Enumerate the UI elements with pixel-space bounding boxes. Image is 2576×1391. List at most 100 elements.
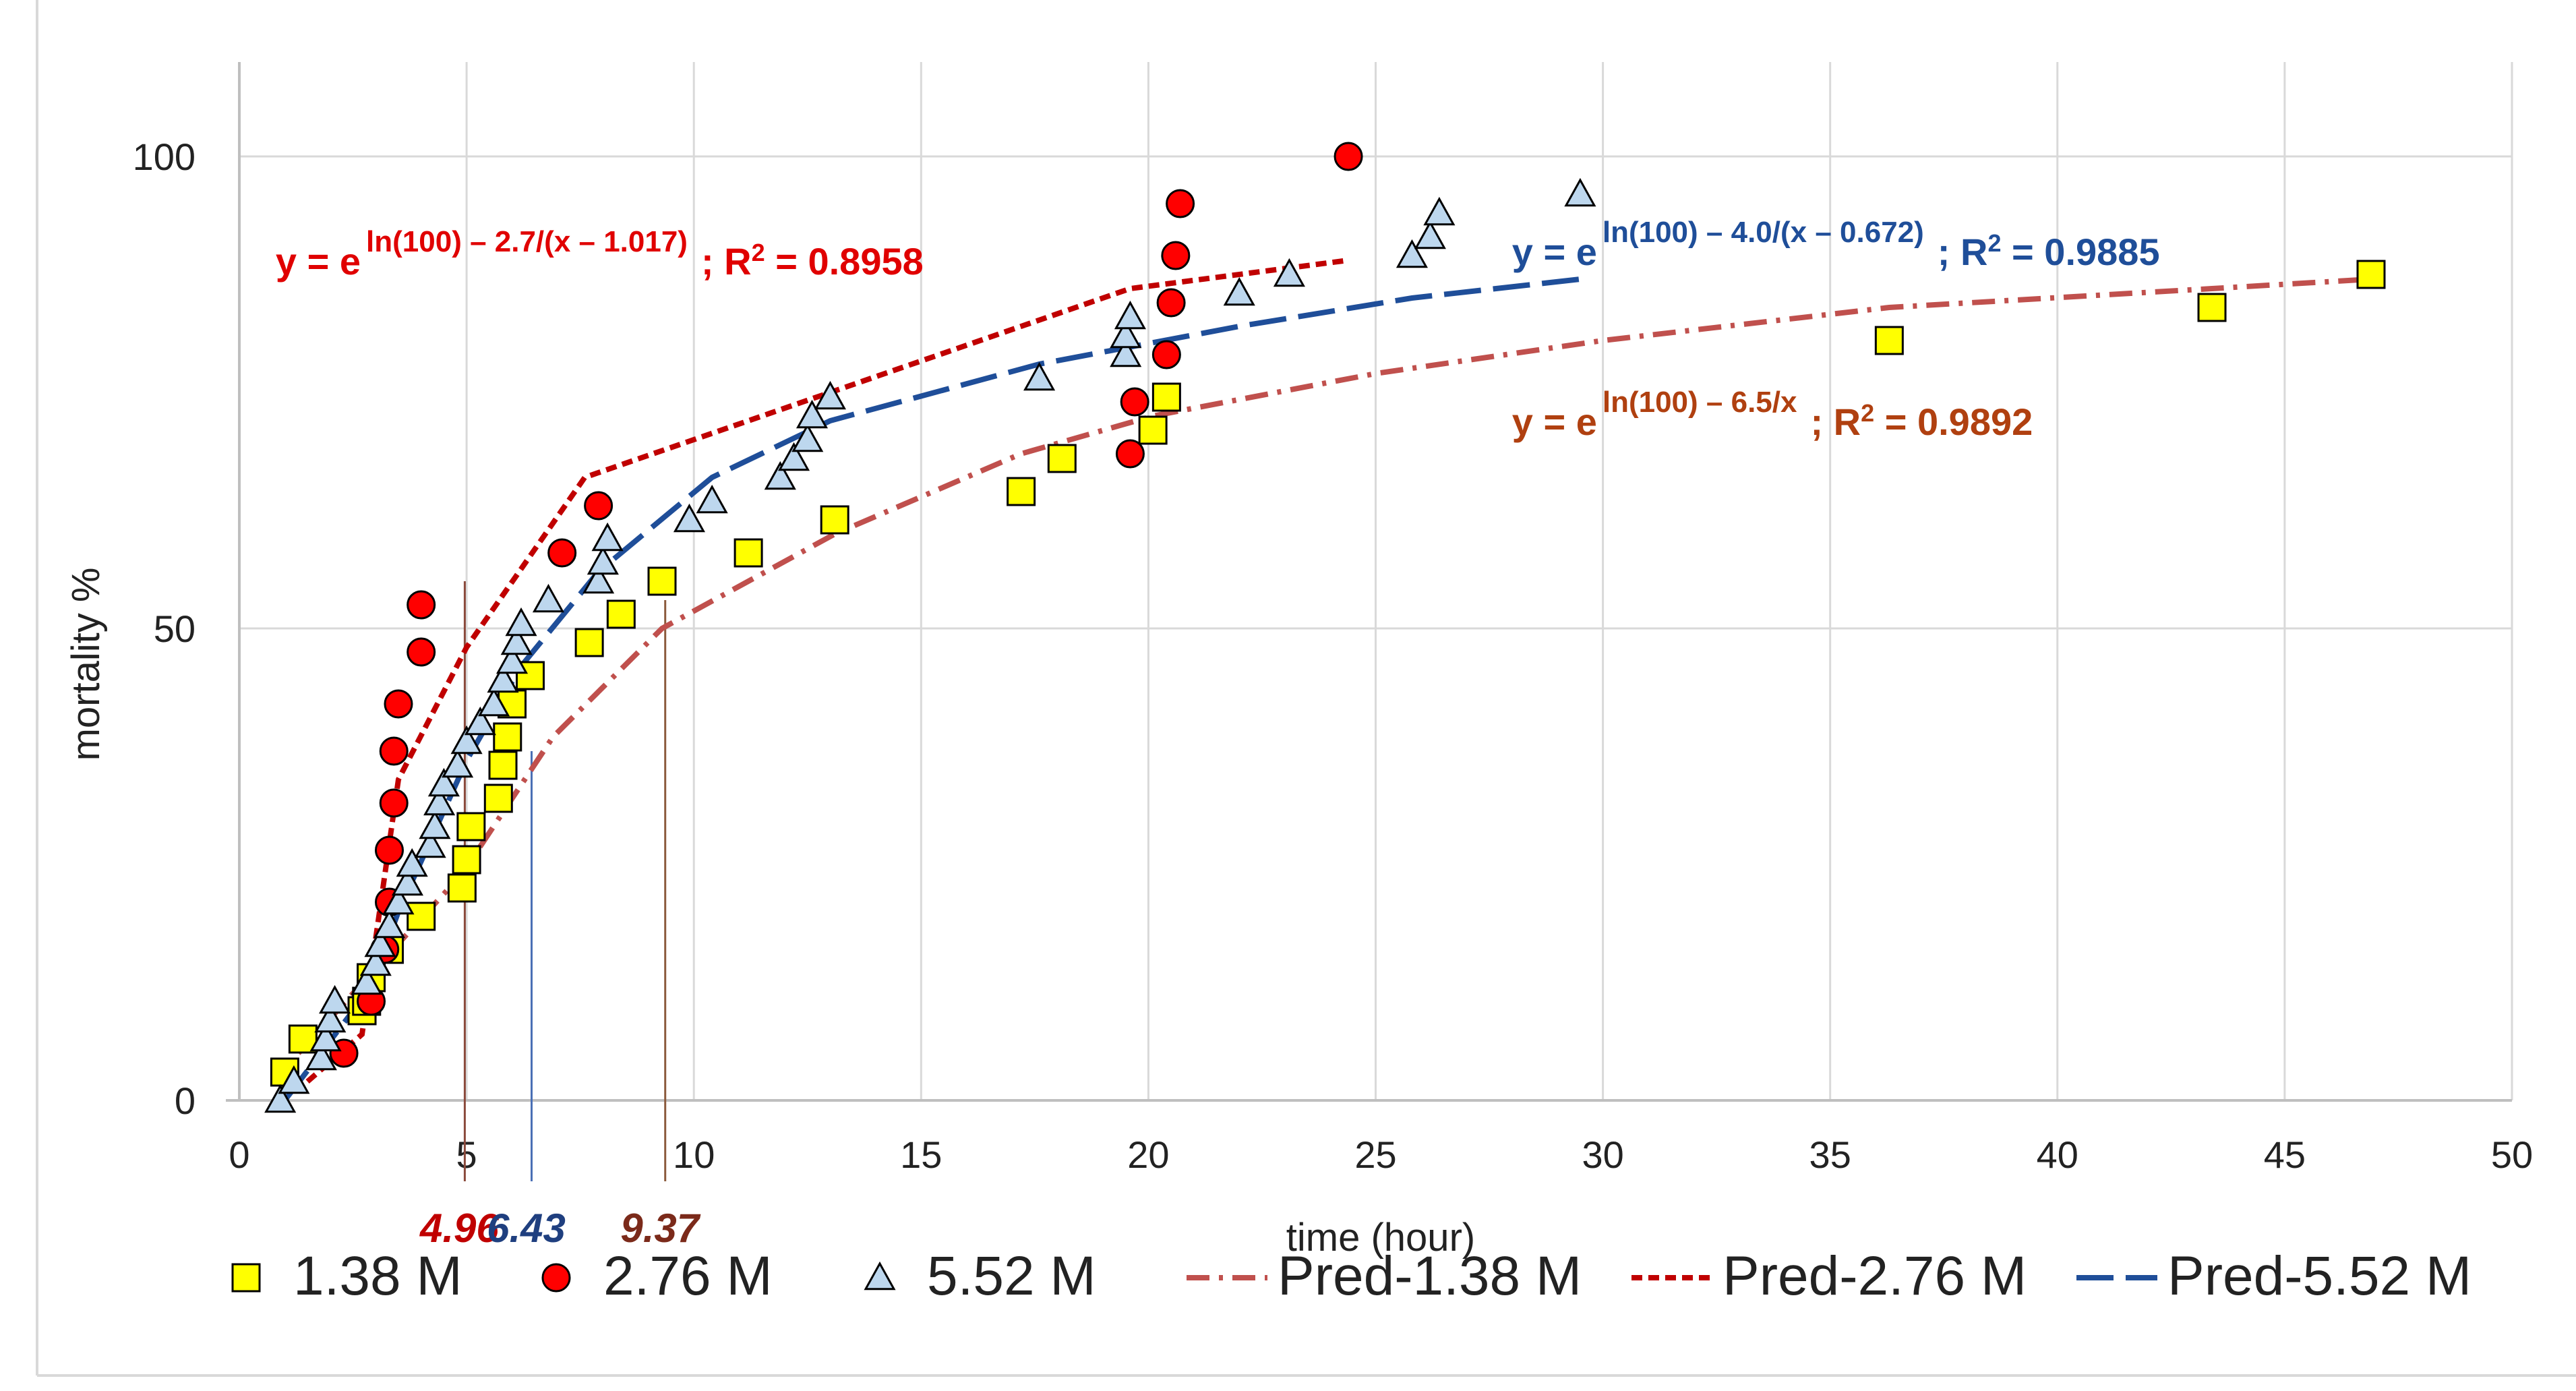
data-point [264,1084,297,1113]
x-tick-label: 45 [2264,1133,2306,1176]
data-point [464,706,496,736]
legend-marker [541,1263,571,1293]
data-point [574,628,604,657]
data-point [452,845,481,875]
x-tick-label: 25 [1354,1133,1396,1176]
legend-label: 2.76 M [603,1245,773,1307]
data-point [373,909,406,939]
data-point [814,380,847,410]
data-point [478,687,510,717]
data-point [500,626,533,655]
data-point [1151,340,1181,369]
data-point [1156,288,1186,318]
data-point [407,637,436,667]
data-point [487,663,519,693]
data-point [450,725,483,754]
y-tick-label: 50 [154,608,196,650]
y-tick-label: 0 [175,1079,196,1122]
data-point [1161,241,1191,270]
data-point [796,399,829,429]
data-point [493,722,522,752]
data-point [374,835,404,865]
data-point [1414,220,1446,249]
data-point [288,1024,318,1054]
data-point [1115,439,1145,469]
data-point [488,750,518,780]
data-point [359,947,392,976]
x-tick-label: 10 [673,1133,715,1176]
x-tick-label: 40 [2037,1133,2078,1176]
data-point [647,566,677,596]
data-point [733,538,763,568]
data-point [584,491,613,521]
data-point [1166,189,1195,218]
equation-label: y = e ln(100) – 6.5/x; R2 = 0.9892 [1512,386,2033,443]
data-point [673,503,706,533]
equations: y = e ln(100) – 2.7/(x – 1.017); R2 = 0.8… [276,216,2160,443]
data-point [379,788,409,818]
data-point [427,767,460,797]
x-tick-label: 0 [229,1133,249,1176]
data-point [407,590,436,620]
legend-label: Pred-2.76 M [1723,1245,2027,1307]
data-point [379,736,409,766]
data-point [456,812,486,841]
reference-labels: 4.966.43 9.37 [419,1206,701,1251]
data-point [382,885,415,915]
reference-label: 9.37 [620,1206,700,1251]
data-point [1874,326,1904,355]
legend-marker [231,1263,261,1293]
legend: 1.38 M 2.76 M 5.52 M Pred-1.38 M Pred-2.76 M… [231,1245,2472,1307]
data-point [606,599,636,629]
data-point [1138,415,1168,445]
data-point [419,810,451,839]
data-point [547,538,577,568]
data-points [264,142,2386,1113]
data-point [391,866,424,896]
data-point [1110,319,1142,349]
data-point [278,1065,310,1094]
x-tick-label: 20 [1127,1133,1169,1176]
data-point [791,423,824,452]
data-point [777,442,810,471]
prediction-line [305,258,1349,1084]
data-point [2356,260,2386,289]
data-point [1023,361,1056,391]
reference-label: 4.96 [419,1206,499,1251]
grid [239,62,2513,1100]
data-point [314,1003,347,1033]
data-point [364,928,396,957]
x-tick-label: 30 [1582,1133,1623,1176]
equation-label: y = e ln(100) – 4.0/(x – 0.672); R2 = 0.9… [1512,216,2160,273]
data-point [423,786,456,816]
x-tick-label: 15 [900,1133,942,1176]
data-point [696,484,728,514]
legend-label: Pred-5.52 M [2167,1245,2472,1307]
data-point [820,505,849,535]
data-point [384,689,413,719]
data-point [483,783,513,813]
data-point [505,607,537,637]
data-point [309,1022,342,1052]
data-point [532,583,565,613]
data-point [587,545,619,575]
data-point [305,1041,337,1071]
y-axis-title: mortality % [64,568,108,761]
data-point [442,748,474,778]
data-point [591,522,624,552]
legend-marker [864,1261,896,1291]
data-point [1273,258,1305,287]
data-point [1223,276,1255,306]
x-tick-label: 50 [2491,1133,2533,1176]
equation-label: y = e ln(100) – 2.7/(x – 1.017); R2 = 0.8… [276,225,924,283]
data-point [1334,142,1363,171]
data-point [1564,177,1596,207]
data-point [447,873,477,903]
x-axis-title: time (hour) [1286,1216,1475,1260]
data-point [407,901,436,931]
data-point [414,829,446,858]
prediction-line [296,276,2372,1055]
data-point [396,848,428,877]
